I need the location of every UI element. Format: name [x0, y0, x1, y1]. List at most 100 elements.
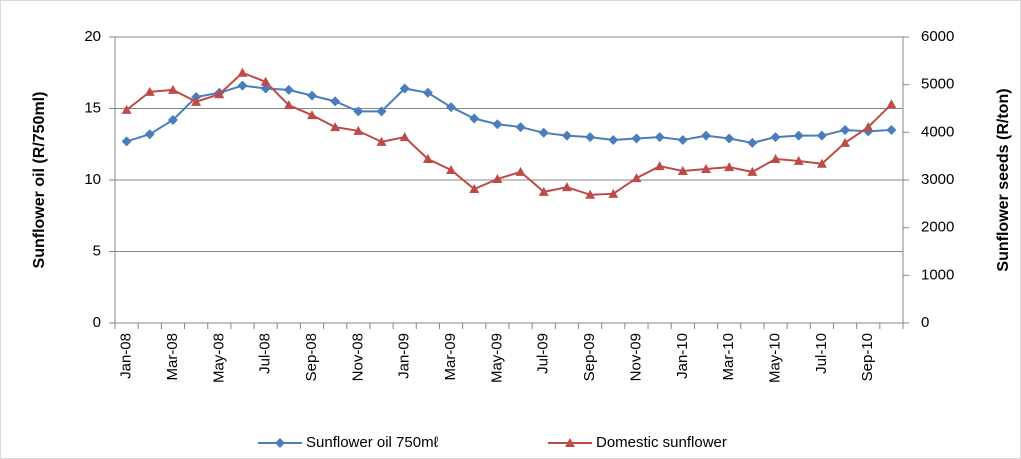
- x-tick-label: Nov-09: [627, 333, 644, 381]
- data-point: [565, 438, 575, 447]
- data-point: [283, 84, 294, 95]
- data-point: [747, 137, 758, 148]
- y2-axis-title: Sunflower seeds (R/ton): [995, 88, 1012, 271]
- data-point: [631, 133, 642, 144]
- data-point: [561, 182, 572, 192]
- x-tick-label: May-09: [488, 333, 505, 383]
- data-point: [863, 122, 874, 132]
- data-point: [353, 106, 364, 117]
- data-point: [538, 127, 549, 138]
- data-point: [469, 113, 480, 124]
- x-tick-label: Sep-09: [581, 333, 598, 381]
- data-point: [237, 80, 248, 91]
- data-point: [585, 132, 596, 143]
- data-point: [654, 161, 665, 171]
- data-point: [608, 134, 619, 145]
- x-tick-label: Nov-08: [349, 333, 366, 381]
- data-point: [538, 186, 549, 196]
- data-point: [747, 166, 758, 176]
- series-line: [126, 84, 892, 144]
- x-tick-label: May-10: [766, 333, 783, 383]
- legend-label: Domestic sunflower: [596, 434, 727, 451]
- data-point: [677, 134, 688, 145]
- series-line: [125, 71, 893, 196]
- data-point: [399, 132, 410, 142]
- data-point: [770, 154, 781, 164]
- x-tick-label: Jan-10: [674, 333, 691, 379]
- data-point: [144, 86, 155, 96]
- data-point: [121, 136, 132, 147]
- data-point: [422, 154, 433, 164]
- y-tick-label: 15: [84, 99, 101, 116]
- data-point: [275, 438, 285, 448]
- data-point: [144, 129, 155, 140]
- data-point: [654, 132, 665, 143]
- data-point: [701, 164, 711, 174]
- data-point: [561, 130, 572, 141]
- data-point: [492, 119, 503, 130]
- data-point: [840, 124, 851, 135]
- y2-tick-label: 3000: [921, 171, 954, 188]
- data-point: [307, 110, 317, 120]
- data-point: [330, 96, 341, 107]
- data-point: [260, 76, 271, 86]
- data-point: [214, 89, 225, 99]
- x-tick-label: Sep-10: [859, 333, 876, 381]
- data-point: [816, 158, 827, 168]
- data-point: [399, 83, 410, 94]
- data-point: [793, 155, 804, 165]
- data-point: [724, 133, 735, 144]
- data-point: [469, 184, 480, 194]
- data-point: [770, 132, 781, 143]
- y2-tick-label: 5000: [921, 76, 954, 93]
- data-point: [307, 90, 317, 101]
- y2-tick-label: 4000: [921, 123, 954, 140]
- data-point: [816, 130, 827, 141]
- data-point: [677, 165, 688, 175]
- data-point: [260, 83, 271, 94]
- data-point: [376, 136, 387, 146]
- x-tick-label: Jul-10: [813, 333, 830, 374]
- data-point: [886, 99, 897, 109]
- data-point: [793, 130, 804, 141]
- legend-label: Sunflower oil 750mℓ: [306, 434, 439, 451]
- data-point: [376, 106, 387, 117]
- data-point: [515, 166, 526, 176]
- y-tick-label: 5: [93, 242, 101, 259]
- data-point: [446, 164, 457, 174]
- data-point: [446, 102, 457, 113]
- x-tick-label: Jul-08: [257, 333, 274, 374]
- data-point: [191, 96, 202, 106]
- x-tick-label: Mar-09: [442, 333, 459, 381]
- data-point: [886, 124, 897, 135]
- x-tick-label: Sep-08: [303, 333, 320, 381]
- data-point: [701, 130, 711, 141]
- data-point: [121, 104, 132, 114]
- y2-tick-label: 0: [921, 314, 929, 331]
- x-tick-label: May-08: [210, 333, 227, 383]
- data-point: [353, 125, 364, 135]
- data-point: [608, 188, 619, 198]
- x-tick-label: Jan-08: [118, 333, 135, 379]
- data-point: [330, 122, 341, 132]
- data-point: [492, 174, 503, 184]
- data-point: [515, 122, 526, 133]
- data-point: [237, 67, 248, 77]
- y-axis-title: Sunflower oil (R/750ml): [31, 92, 48, 269]
- data-point: [631, 173, 642, 183]
- data-point: [422, 87, 433, 98]
- data-point: [840, 137, 851, 147]
- data-point: [283, 100, 294, 110]
- x-tick-label: Jul-09: [535, 333, 552, 374]
- y-tick-label: 0: [93, 314, 101, 331]
- x-tick-label: Jan-09: [396, 333, 413, 379]
- data-point: [167, 84, 178, 94]
- data-point: [167, 114, 178, 125]
- data-point: [724, 162, 735, 172]
- y2-tick-label: 6000: [921, 28, 954, 45]
- x-tick-label: Mar-10: [720, 333, 737, 381]
- data-point: [585, 189, 596, 199]
- y2-tick-label: 1000: [921, 266, 954, 283]
